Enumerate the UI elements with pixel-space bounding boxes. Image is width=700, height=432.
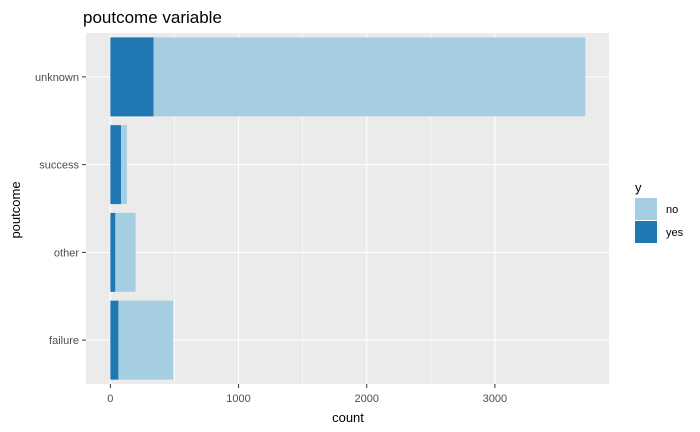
x-axis-title: count xyxy=(332,410,364,425)
y-tick-label: failure xyxy=(49,335,79,347)
chart-title: poutcome variable xyxy=(83,8,222,27)
bar-other-yes xyxy=(110,212,116,292)
legend-key-yes xyxy=(635,221,657,243)
x-tick-label: 2000 xyxy=(354,393,378,405)
x-tick-label: 0 xyxy=(107,393,113,405)
bar-failure-yes xyxy=(110,300,119,380)
x-tick-label: 1000 xyxy=(226,393,250,405)
bar-other-no xyxy=(115,212,136,292)
bar-unknown-yes xyxy=(110,37,154,117)
y-tick-label: unknown xyxy=(35,72,79,84)
x-tick-label: 3000 xyxy=(483,393,507,405)
legend: y no yes xyxy=(635,180,684,243)
bar-success-yes xyxy=(110,125,121,205)
y-axis-title: poutcome xyxy=(8,181,23,238)
legend-label-no: no xyxy=(666,204,678,216)
legend-key-no xyxy=(635,198,657,220)
bar-unknown-no xyxy=(153,37,586,117)
bars xyxy=(110,37,586,380)
bar-success-no xyxy=(120,125,127,205)
y-tick-label: other xyxy=(54,247,79,259)
legend-label-yes: yes xyxy=(666,227,684,239)
y-axis: unknown success other failure xyxy=(35,72,86,347)
x-axis: 0 1000 2000 3000 xyxy=(107,384,507,405)
y-tick-label: success xyxy=(39,160,79,172)
legend-title: y xyxy=(635,180,642,195)
bar-failure-no xyxy=(118,300,174,380)
